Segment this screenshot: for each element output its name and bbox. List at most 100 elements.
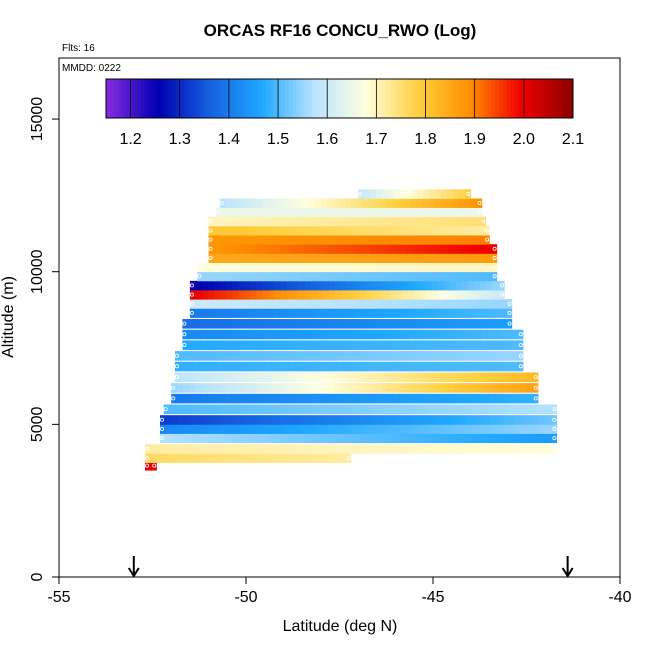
heatmap-cell bbox=[279, 299, 286, 309]
heatmap-cell bbox=[341, 444, 349, 454]
heatmap-cell bbox=[219, 308, 227, 318]
heatmap-cell bbox=[410, 198, 417, 208]
heatmap-cell bbox=[395, 444, 402, 454]
heatmap-cell bbox=[315, 198, 322, 208]
x-tick-label: -55 bbox=[47, 589, 70, 606]
heatmap-cell bbox=[465, 383, 473, 393]
heatmap-cell bbox=[328, 253, 336, 263]
heatmap-cell bbox=[405, 404, 413, 415]
heatmap-cell bbox=[393, 404, 400, 415]
heatmap-cell bbox=[277, 329, 285, 340]
heatmap-cell bbox=[446, 308, 453, 318]
heatmap-cell bbox=[375, 383, 383, 393]
heatmap-layer-0 bbox=[144, 460, 157, 471]
heatmap-cell bbox=[228, 444, 236, 454]
heatmap-cell bbox=[415, 207, 422, 218]
heatmap-cell bbox=[514, 444, 522, 454]
heatmap-cell bbox=[459, 235, 466, 245]
heatmap-cell bbox=[386, 299, 394, 309]
heatmap-cell bbox=[316, 290, 324, 300]
heatmap-cell bbox=[329, 271, 336, 282]
heatmap-cell bbox=[439, 319, 447, 329]
heatmap-cell bbox=[232, 433, 239, 444]
heatmap-cell bbox=[223, 372, 230, 383]
heatmap-cell bbox=[314, 319, 321, 329]
heatmap-cell bbox=[359, 280, 366, 291]
heatmap-cell bbox=[400, 271, 408, 282]
heatmap-cell bbox=[419, 216, 426, 227]
heatmap-cell bbox=[201, 290, 209, 300]
heatmap-cell bbox=[435, 235, 442, 245]
heatmap-cell bbox=[289, 372, 297, 383]
heatmap-cell bbox=[430, 262, 438, 273]
heatmap-cell bbox=[327, 393, 335, 404]
heatmap-cell bbox=[412, 253, 420, 263]
heatmap-cell bbox=[292, 216, 300, 227]
colorbar-cell bbox=[366, 79, 372, 118]
heatmap-cell bbox=[298, 244, 306, 254]
colorbar-cell bbox=[534, 79, 539, 118]
heatmap-cell bbox=[320, 299, 328, 309]
heatmap-cell bbox=[255, 383, 262, 393]
heatmap-cell bbox=[239, 262, 246, 273]
heatmap-cell bbox=[483, 372, 490, 383]
heatmap-cell bbox=[252, 444, 259, 454]
heatmap-cell bbox=[359, 290, 366, 300]
heatmap-cell bbox=[457, 340, 464, 350]
heatmap-cell bbox=[387, 393, 395, 404]
heatmap-cell bbox=[507, 393, 515, 404]
heatmap-cell bbox=[510, 361, 518, 372]
heatmap-cell bbox=[244, 216, 252, 227]
heatmap-cell bbox=[346, 262, 354, 273]
heatmap-cell bbox=[351, 383, 359, 393]
heatmap-cell bbox=[394, 262, 402, 273]
heatmap-cell bbox=[490, 271, 498, 282]
heatmap-cell bbox=[454, 433, 461, 444]
heatmap-cell bbox=[447, 372, 454, 383]
heatmap-cell bbox=[204, 444, 212, 454]
heatmap-cell bbox=[457, 308, 465, 318]
heatmap-cell bbox=[239, 271, 246, 282]
layer-end-marker bbox=[477, 210, 482, 215]
heatmap-cell bbox=[220, 415, 227, 425]
heatmap-cell bbox=[362, 372, 370, 383]
heatmap-cell bbox=[361, 319, 369, 329]
heatmap-cell bbox=[322, 253, 330, 263]
heatmap-cell bbox=[234, 351, 242, 361]
heatmap-cell bbox=[474, 361, 482, 372]
layer-end-marker bbox=[346, 455, 351, 460]
heatmap-cell bbox=[415, 340, 422, 350]
heatmap-cell bbox=[514, 415, 521, 425]
colorbar-tick-label: 1.5 bbox=[267, 131, 289, 148]
heatmap-cell bbox=[286, 216, 294, 227]
colorbar-tick-label: 2.0 bbox=[513, 131, 535, 148]
heatmap-cell bbox=[338, 299, 346, 309]
colorbar-cell bbox=[499, 79, 504, 118]
heatmap-cell bbox=[214, 290, 221, 300]
heatmap-cell bbox=[499, 319, 507, 329]
heatmap-cell bbox=[480, 351, 488, 361]
heatmap-cell bbox=[316, 225, 323, 236]
heatmap-cell bbox=[349, 329, 357, 340]
heatmap-cell bbox=[366, 361, 374, 372]
heatmap-cell bbox=[399, 225, 407, 236]
heatmap-cell bbox=[240, 361, 248, 372]
heatmap-cell bbox=[326, 198, 334, 208]
heatmap-cell bbox=[417, 404, 425, 415]
heatmap-cell bbox=[502, 433, 509, 444]
heatmap-cell bbox=[495, 372, 503, 383]
heatmap-cell bbox=[371, 280, 378, 291]
heatmap-cell bbox=[261, 198, 269, 208]
heatmap-cell bbox=[258, 361, 266, 372]
layer-end-marker bbox=[507, 301, 512, 306]
heatmap-cell bbox=[428, 372, 436, 383]
heatmap-cell bbox=[407, 444, 414, 454]
heatmap-cell bbox=[462, 361, 470, 372]
heatmap-cell bbox=[184, 415, 191, 425]
heatmap-cell bbox=[220, 216, 228, 227]
heatmap-cell bbox=[274, 253, 282, 263]
heatmap-cell bbox=[467, 280, 475, 291]
colorbar-cell bbox=[339, 79, 344, 118]
heatmap-cell bbox=[333, 235, 341, 245]
heatmap-cell bbox=[513, 393, 521, 404]
